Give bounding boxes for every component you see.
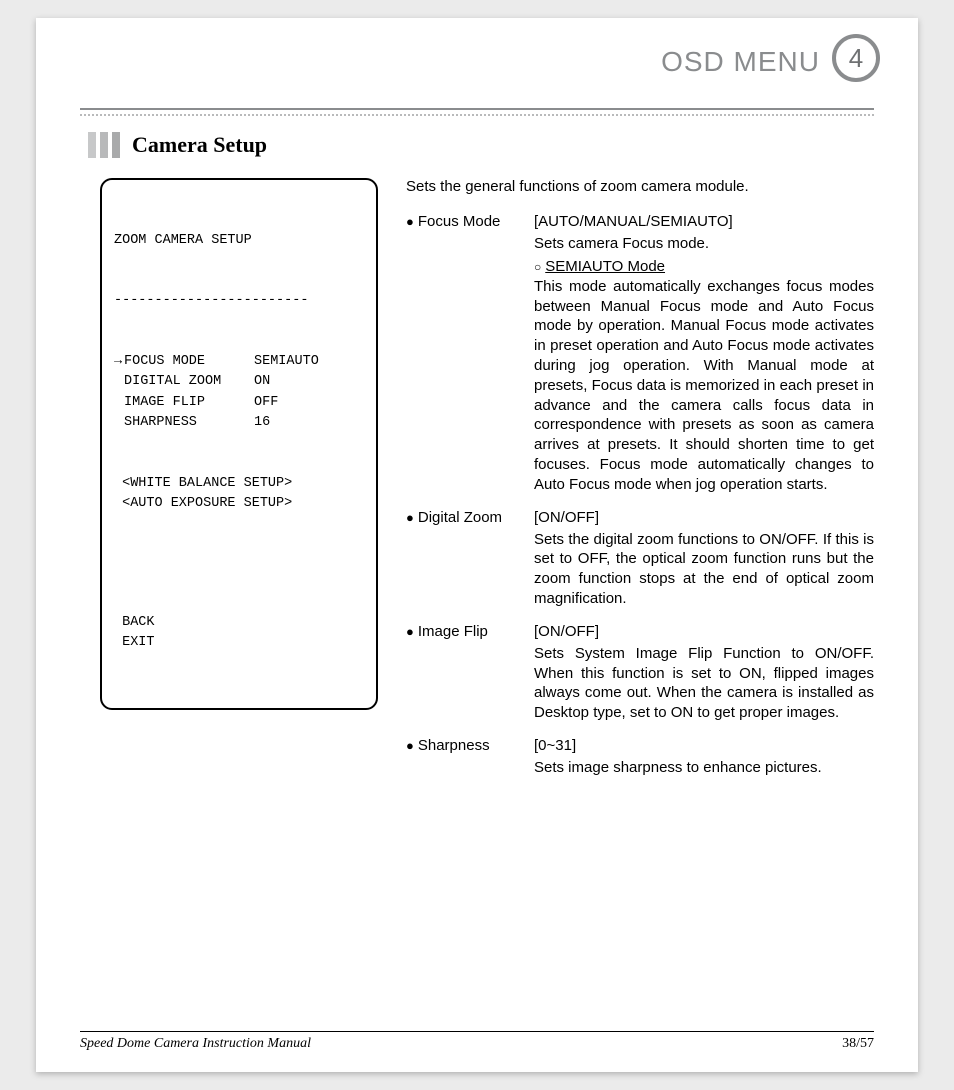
setting-label: ● Image Flip: [406, 623, 534, 723]
setting-description: Sets image sharpness to enhance pictures…: [534, 758, 874, 778]
osd-menu-row: DIGITAL ZOOMON: [114, 372, 364, 392]
osd-box-divider: ------------------------: [114, 291, 364, 311]
setting-description: Sets the digital zoom functions to ON/OF…: [534, 530, 874, 609]
bullet-icon: ●: [406, 510, 414, 525]
osd-row-label: SHARPNESS: [124, 413, 254, 433]
setting-submode: ○ SEMIAUTO Mode: [534, 258, 874, 275]
osd-row-value: SEMIAUTO: [254, 352, 319, 372]
osd-footer-item: BACK: [114, 613, 364, 633]
setting-label: ● Digital Zoom: [406, 509, 534, 609]
setting-item: ● Image Flip [ON/OFF] Sets System Image Fli…: [406, 623, 874, 723]
bullet-icon: ●: [406, 738, 414, 753]
osd-row-arrow: [114, 372, 124, 392]
circle-icon: ○: [534, 260, 541, 274]
bullet-icon: ●: [406, 214, 414, 229]
osd-row-label: IMAGE FLIP: [124, 393, 254, 413]
intro-text: Sets the general functions of zoom camer…: [406, 178, 874, 195]
osd-menu-row: →FOCUS MODESEMIAUTO: [114, 352, 364, 372]
header-dotted-rule: [80, 114, 874, 116]
osd-menu-row: SHARPNESS16: [114, 413, 364, 433]
page-footer: Speed Dome Camera Instruction Manual 38/…: [80, 1031, 874, 1052]
setting-options: [ON/OFF]: [534, 509, 874, 526]
footer-page-number: 38/57: [842, 1036, 874, 1052]
content-area: ZOOM CAMERA SETUP ----------------------…: [36, 158, 918, 792]
osd-row-arrow: →: [114, 352, 124, 372]
section-heading: Camera Setup: [88, 132, 918, 158]
osd-submenu-item: <WHITE BALANCE SETUP>: [114, 474, 364, 494]
setting-options: [0~31]: [534, 737, 874, 754]
setting-item: ● Focus Mode [AUTO/MANUAL/SEMIAUTO] Sets ca…: [406, 213, 874, 495]
setting-options: [ON/OFF]: [534, 623, 874, 640]
setting-label: ● Sharpness: [406, 737, 534, 778]
setting-label-text: Digital Zoom: [418, 509, 502, 526]
setting-short-desc: Sets camera Focus mode.: [534, 234, 874, 254]
osd-footer-item: EXIT: [114, 633, 364, 653]
osd-row-label: DIGITAL ZOOM: [124, 372, 254, 392]
header-title: OSD MENU: [661, 46, 820, 78]
setting-item: ● Digital Zoom [ON/OFF] Sets the digital zo…: [406, 509, 874, 609]
setting-submode-label: SEMIAUTO Mode: [545, 258, 665, 275]
setting-body: [ON/OFF] Sets the digital zoom functions …: [534, 509, 874, 609]
setting-options: [AUTO/MANUAL/SEMIAUTO]: [534, 213, 874, 230]
page: OSD MENU 4 Camera Setup ZOOM CAMERA SETU…: [36, 18, 918, 1072]
setting-label: ● Focus Mode: [406, 213, 534, 495]
osd-submenu-item: <AUTO EXPOSURE SETUP>: [114, 494, 364, 514]
setting-label-text: Focus Mode: [418, 213, 501, 230]
osd-row-value: OFF: [254, 393, 278, 413]
osd-box-title: ZOOM CAMERA SETUP: [114, 231, 364, 251]
osd-row-label: FOCUS MODE: [124, 352, 254, 372]
setting-body: [ON/OFF] Sets System Image Flip Function …: [534, 623, 874, 723]
footer-manual-title: Speed Dome Camera Instruction Manual: [80, 1036, 311, 1052]
heading-bars-icon: [88, 132, 124, 158]
setting-item: ● Sharpness [0~31] Sets image sharpness to …: [406, 737, 874, 778]
right-column: Sets the general functions of zoom camer…: [406, 178, 874, 792]
left-column: ZOOM CAMERA SETUP ----------------------…: [100, 178, 378, 792]
bullet-icon: ●: [406, 624, 414, 639]
page-header: OSD MENU 4: [36, 18, 918, 98]
header-rule: [80, 108, 874, 110]
setting-description: Sets System Image Flip Function to ON/OF…: [534, 644, 874, 723]
setting-description: This mode automatically exchanges focus …: [534, 277, 874, 495]
setting-label-text: Image Flip: [418, 623, 488, 640]
osd-row-value: 16: [254, 413, 270, 433]
setting-body: [AUTO/MANUAL/SEMIAUTO] Sets camera Focus …: [534, 213, 874, 495]
osd-row-arrow: [114, 393, 124, 413]
chapter-number-circle: 4: [832, 34, 880, 82]
section-title: Camera Setup: [132, 132, 267, 158]
setting-body: [0~31] Sets image sharpness to enhance pi…: [534, 737, 874, 778]
osd-menu-row: IMAGE FLIPOFF: [114, 393, 364, 413]
osd-row-arrow: [114, 413, 124, 433]
setting-label-text: Sharpness: [418, 737, 490, 754]
osd-row-value: ON: [254, 372, 270, 392]
osd-menu-box: ZOOM CAMERA SETUP ----------------------…: [100, 178, 378, 710]
